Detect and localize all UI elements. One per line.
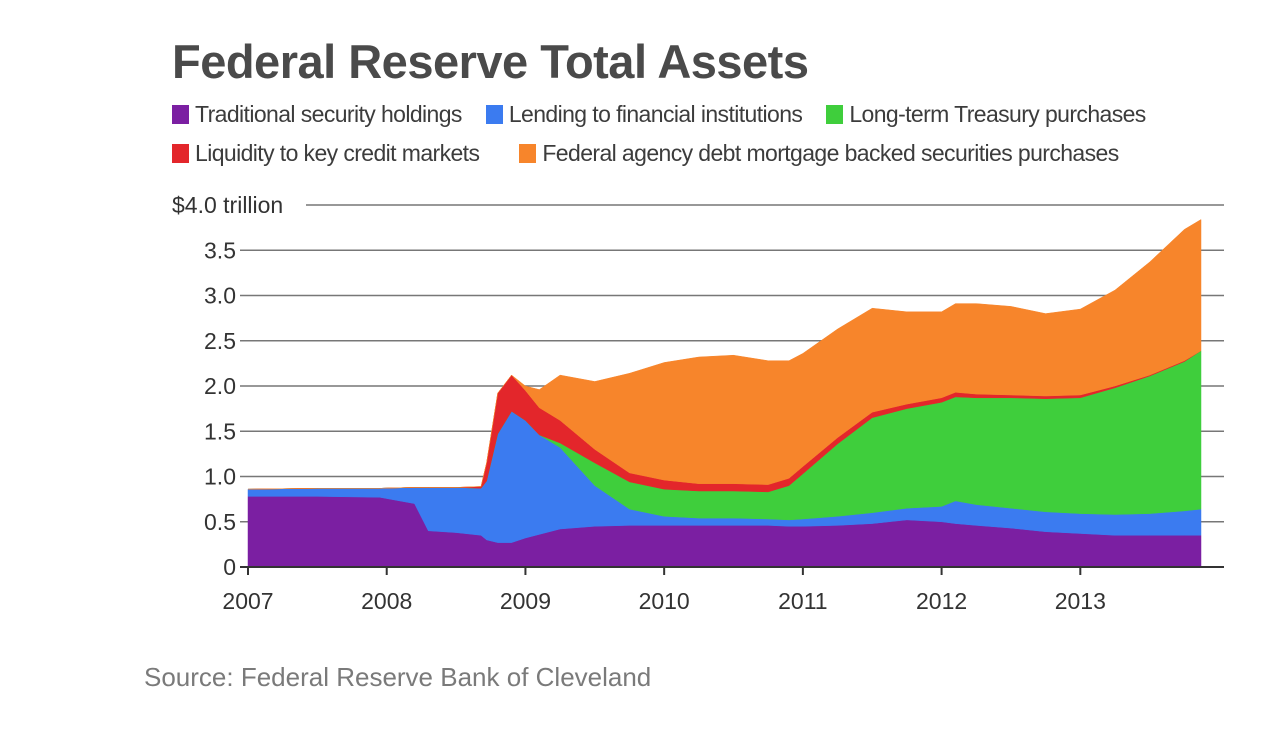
legend-swatch-lending <box>485 105 503 124</box>
stacked-areas <box>247 219 1202 568</box>
source-note: Source: Federal Reserve Bank of Clevelan… <box>144 662 652 692</box>
legend-item-traditional: Traditional security holdings <box>172 101 462 128</box>
area-agency-mbs <box>247 219 1202 490</box>
x-tick-label: 2007 <box>222 588 273 614</box>
legend-label-lending: Lending to financial institutions <box>508 101 803 127</box>
y-tick-label: 2.0 <box>204 373 236 399</box>
legend-label-agency-mbs: Federal agency debt mortgage backed secu… <box>542 140 1119 166</box>
legend-row-1: Traditional security holdings Lending to… <box>172 101 1170 128</box>
axes: 0 0.5 1.0 1.5 2.0 2.5 3.0 3.5 $4.0 trillion 2007 2… <box>172 192 1224 614</box>
x-tick-label: 2008 <box>361 588 412 614</box>
x-tick-label: 2011 <box>778 588 827 614</box>
legend-swatch-traditional <box>172 105 189 124</box>
y-tick-label: $4.0 trillion <box>172 192 283 218</box>
x-tick-label: 2013 <box>1055 588 1106 614</box>
legend-swatch-liquidity <box>172 144 189 163</box>
y-tick-label: 2.5 <box>204 328 236 354</box>
y-tick-label: 0 <box>223 554 236 580</box>
legend-item-treasury: Long-term Treasury purchases <box>826 101 1146 128</box>
y-tick-label: 3.5 <box>204 237 236 263</box>
legend-item-liquidity: Liquidity to key credit markets <box>172 140 480 167</box>
legend-item-agency-mbs: Federal agency debt mortgage backed secu… <box>519 140 1119 167</box>
x-tick-label: 2009 <box>500 588 551 614</box>
x-tick-label: 2010 <box>639 588 690 614</box>
legend-label-traditional: Traditional security holdings <box>195 101 462 127</box>
legend-label-treasury: Long-term Treasury purchases <box>849 101 1146 127</box>
legend-swatch-agency-mbs <box>519 144 537 163</box>
legend-row-2: Liquidity to key credit markets Federal … <box>172 140 1143 167</box>
y-tick-label: 1.0 <box>204 464 236 490</box>
legend-item-lending: Lending to financial institutions <box>485 101 803 128</box>
y-tick-label: 3.0 <box>204 283 236 309</box>
legend-swatch-treasury <box>826 105 844 124</box>
x-tick-label: 2012 <box>916 588 967 614</box>
chart-title: Federal Reserve Total Assets <box>172 35 809 88</box>
y-tick-label: 0.5 <box>204 509 236 535</box>
legend-label-liquidity: Liquidity to key credit markets <box>195 140 480 166</box>
y-tick-label: 1.5 <box>204 418 236 444</box>
